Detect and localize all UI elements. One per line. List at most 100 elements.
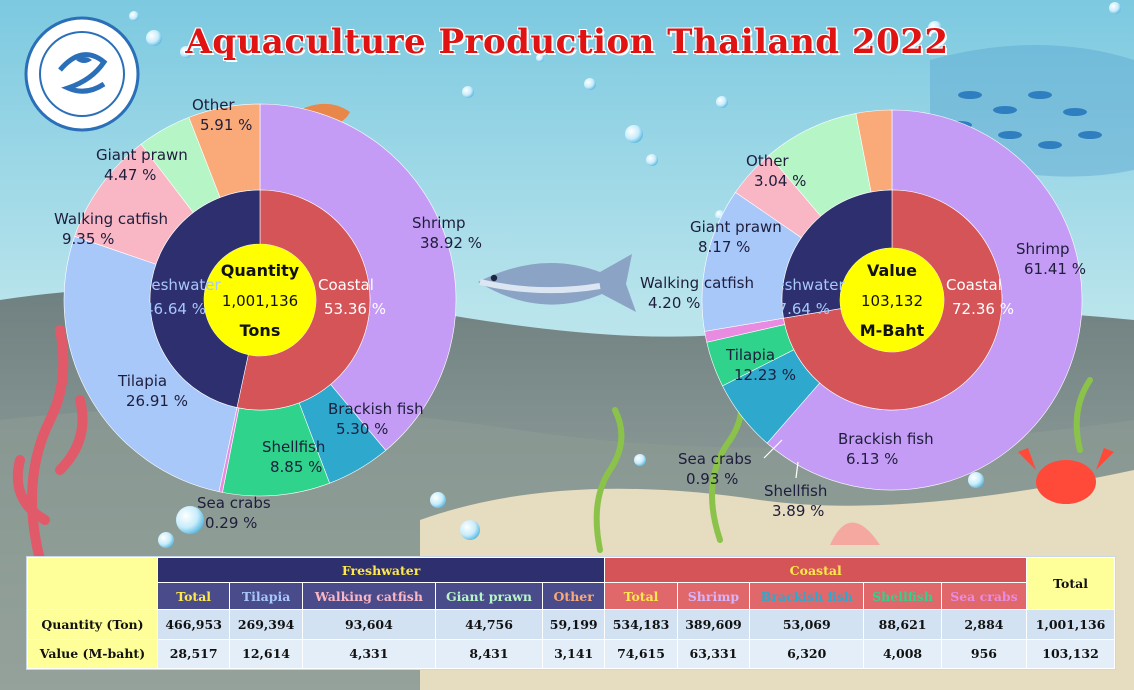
table-cell: 466,953 (156, 609, 231, 640)
col-header-freshwater-tilapia: Tilapia (229, 582, 303, 610)
slice-label-walking-catfish: Walking catfish (54, 210, 168, 228)
table-cell: 1,001,136 (1026, 609, 1115, 640)
row-label: Value (M-baht) (27, 638, 158, 669)
table-cell: 389,609 (676, 609, 751, 640)
center-unit: M-Baht (860, 321, 925, 340)
slice-pct-shellfish: 3.89 % (772, 502, 824, 520)
col-header-freshwater-other: Other (542, 582, 606, 610)
table-cell: 269,394 (229, 609, 303, 640)
center-total: 103,132 (861, 292, 923, 310)
table-cell: 44,756 (434, 609, 544, 640)
inner-pct-freshwater: 46.64 % (144, 300, 206, 318)
slice-label-shellfish: Shellfish (262, 438, 325, 456)
inner-pct-coastal: 72.36 % (952, 300, 1014, 318)
table-subheader-row: Total Tilapia Walking catfish Giant prawn Ot… (28, 582, 1115, 610)
center-label: Quantity (221, 261, 300, 280)
inner-label-freshwater: Freshwater (138, 276, 221, 294)
leader-line-sea-crabs (763, 439, 783, 459)
center-total: 1,001,136 (222, 292, 298, 310)
table-cell: 534,183 (604, 609, 678, 640)
inner-pct-coastal: 53.36 % (324, 300, 386, 318)
slice-pct-other: 3.04 % (754, 172, 806, 190)
slice-pct-walking-catfish: 4.20 % (648, 294, 700, 312)
slice-label-brackish-fish: Brackish fish (838, 430, 934, 448)
slice-label-tilapia: Tilapia (117, 372, 167, 390)
freshwater-group-header: Freshwater (156, 557, 606, 583)
table-cell: 93,604 (301, 609, 436, 640)
center-circle (840, 248, 944, 352)
slice-pct-shrimp: 38.92 % (420, 234, 482, 252)
slice-label-shrimp: Shrimp (1016, 240, 1070, 258)
crab-icon (1018, 448, 1114, 504)
col-header-freshwater-giant-prawn: Giant prawn (434, 582, 544, 610)
slice-label-tilapia: Tilapia (725, 346, 775, 364)
slice-pct-shrimp: 61.41 % (1024, 260, 1086, 278)
slice-label-shellfish: Shellfish (764, 482, 827, 500)
slice-label-sea-crabs: Sea crabs (197, 494, 271, 512)
slice-pct-giant-prawn: 8.17 % (698, 238, 750, 256)
slice-label-sea-crabs: Sea crabs (678, 450, 752, 468)
table-cell: 6,320 (749, 638, 865, 669)
chart-annotations (763, 439, 799, 479)
slice-pct-other: 5.91 % (200, 116, 252, 134)
slice-pct-shellfish: 8.85 % (270, 458, 322, 476)
slice-pct-sea-crabs: 0.29 % (205, 514, 257, 532)
col-header-coastal-total: Total (604, 582, 678, 610)
slice-pct-walking-catfish: 9.35 % (62, 230, 114, 248)
slice-pct-tilapia: 12.23 % (734, 366, 796, 384)
slice-pct-brackish-fish: 5.30 % (336, 420, 388, 438)
table-cell: 53,069 (749, 609, 865, 640)
inner-label-coastal: Coastal (318, 276, 374, 294)
table-cell: 956 (940, 638, 1028, 669)
logo (24, 16, 140, 132)
slice-label-walking-catfish: Walking catfish (640, 274, 754, 292)
slice-label-other: Other (746, 152, 789, 170)
table-cell: 63,331 (676, 638, 751, 669)
inner-label-freshwater: Freshwater (762, 276, 845, 294)
inner-pct-freshwater: 27.64 % (768, 300, 830, 318)
col-header-coastal-shellfish: Shellfish (863, 582, 942, 610)
center-label: Value (867, 261, 917, 280)
center-circle (204, 244, 316, 356)
value-pie-chart: Value 103,132 M-Baht Shrimp 61.41 % Brackish … (640, 109, 1086, 520)
slice-pct-brackish-fish: 6.13 % (846, 450, 898, 468)
slice-label-other: Other (192, 96, 235, 114)
inner-label-coastal: Coastal (946, 276, 1002, 294)
col-header-coastal-shrimp: Shrimp (676, 582, 751, 610)
charts-area: Quantity 1,001,136 Tons Shrimp 38.92 % Bracki… (54, 96, 1086, 532)
table-corner (27, 557, 158, 610)
slice-pct-sea-crabs: 0.93 % (686, 470, 738, 488)
slice-pct-tilapia: 26.91 % (126, 392, 188, 410)
col-header-freshwater-total: Total (156, 582, 231, 610)
table-cell: 74,615 (604, 638, 678, 669)
table-row: Value (M-baht) 28,517 12,614 4,331 8,431 3,14… (27, 638, 1115, 669)
table-cell: 12,614 (229, 638, 303, 669)
slice-label-shrimp: Shrimp (412, 214, 466, 232)
table-cell: 3,141 (542, 638, 606, 669)
table-cell: 28,517 (156, 638, 231, 669)
slice-label-giant-prawn: Giant prawn (96, 146, 188, 164)
center-unit: Tons (240, 321, 281, 340)
col-header-freshwater-walking-catfish: Walking catfish (301, 582, 436, 610)
table-cell: 103,132 (1026, 638, 1115, 669)
col-header-coastal-sea-crabs: Sea crabs (940, 582, 1028, 610)
table-cell: 59,199 (542, 609, 606, 640)
slice-label-brackish-fish: Brackish fish (328, 400, 424, 418)
table-row: Quantity (Ton) 466,953 269,394 93,604 44,756… (27, 609, 1115, 640)
slice-pct-giant-prawn: 4.47 % (104, 166, 156, 184)
quantity-pie-chart: Quantity 1,001,136 Tons Shrimp 38.92 % Bracki… (54, 96, 482, 532)
row-label: Quantity (Ton) (27, 609, 158, 640)
slice-label-giant-prawn: Giant prawn (690, 218, 782, 236)
table-cell: 4,008 (863, 638, 942, 669)
table-cell: 2,884 (940, 609, 1028, 640)
leader-line-shellfish (795, 461, 799, 479)
shell-icon (830, 522, 880, 545)
col-header-coastal-brackish-fish: Brackish fish (749, 582, 865, 610)
coastal-group-header: Coastal (604, 557, 1028, 583)
swimming-fish-icon (478, 254, 636, 312)
table-cell: 4,331 (301, 638, 436, 669)
data-table: Freshwater Coastal Total Total Tilapia Wal… (26, 556, 1116, 670)
coral-icon (12, 325, 88, 565)
table-cell: 88,621 (863, 609, 942, 640)
table-cell: 8,431 (434, 638, 544, 669)
